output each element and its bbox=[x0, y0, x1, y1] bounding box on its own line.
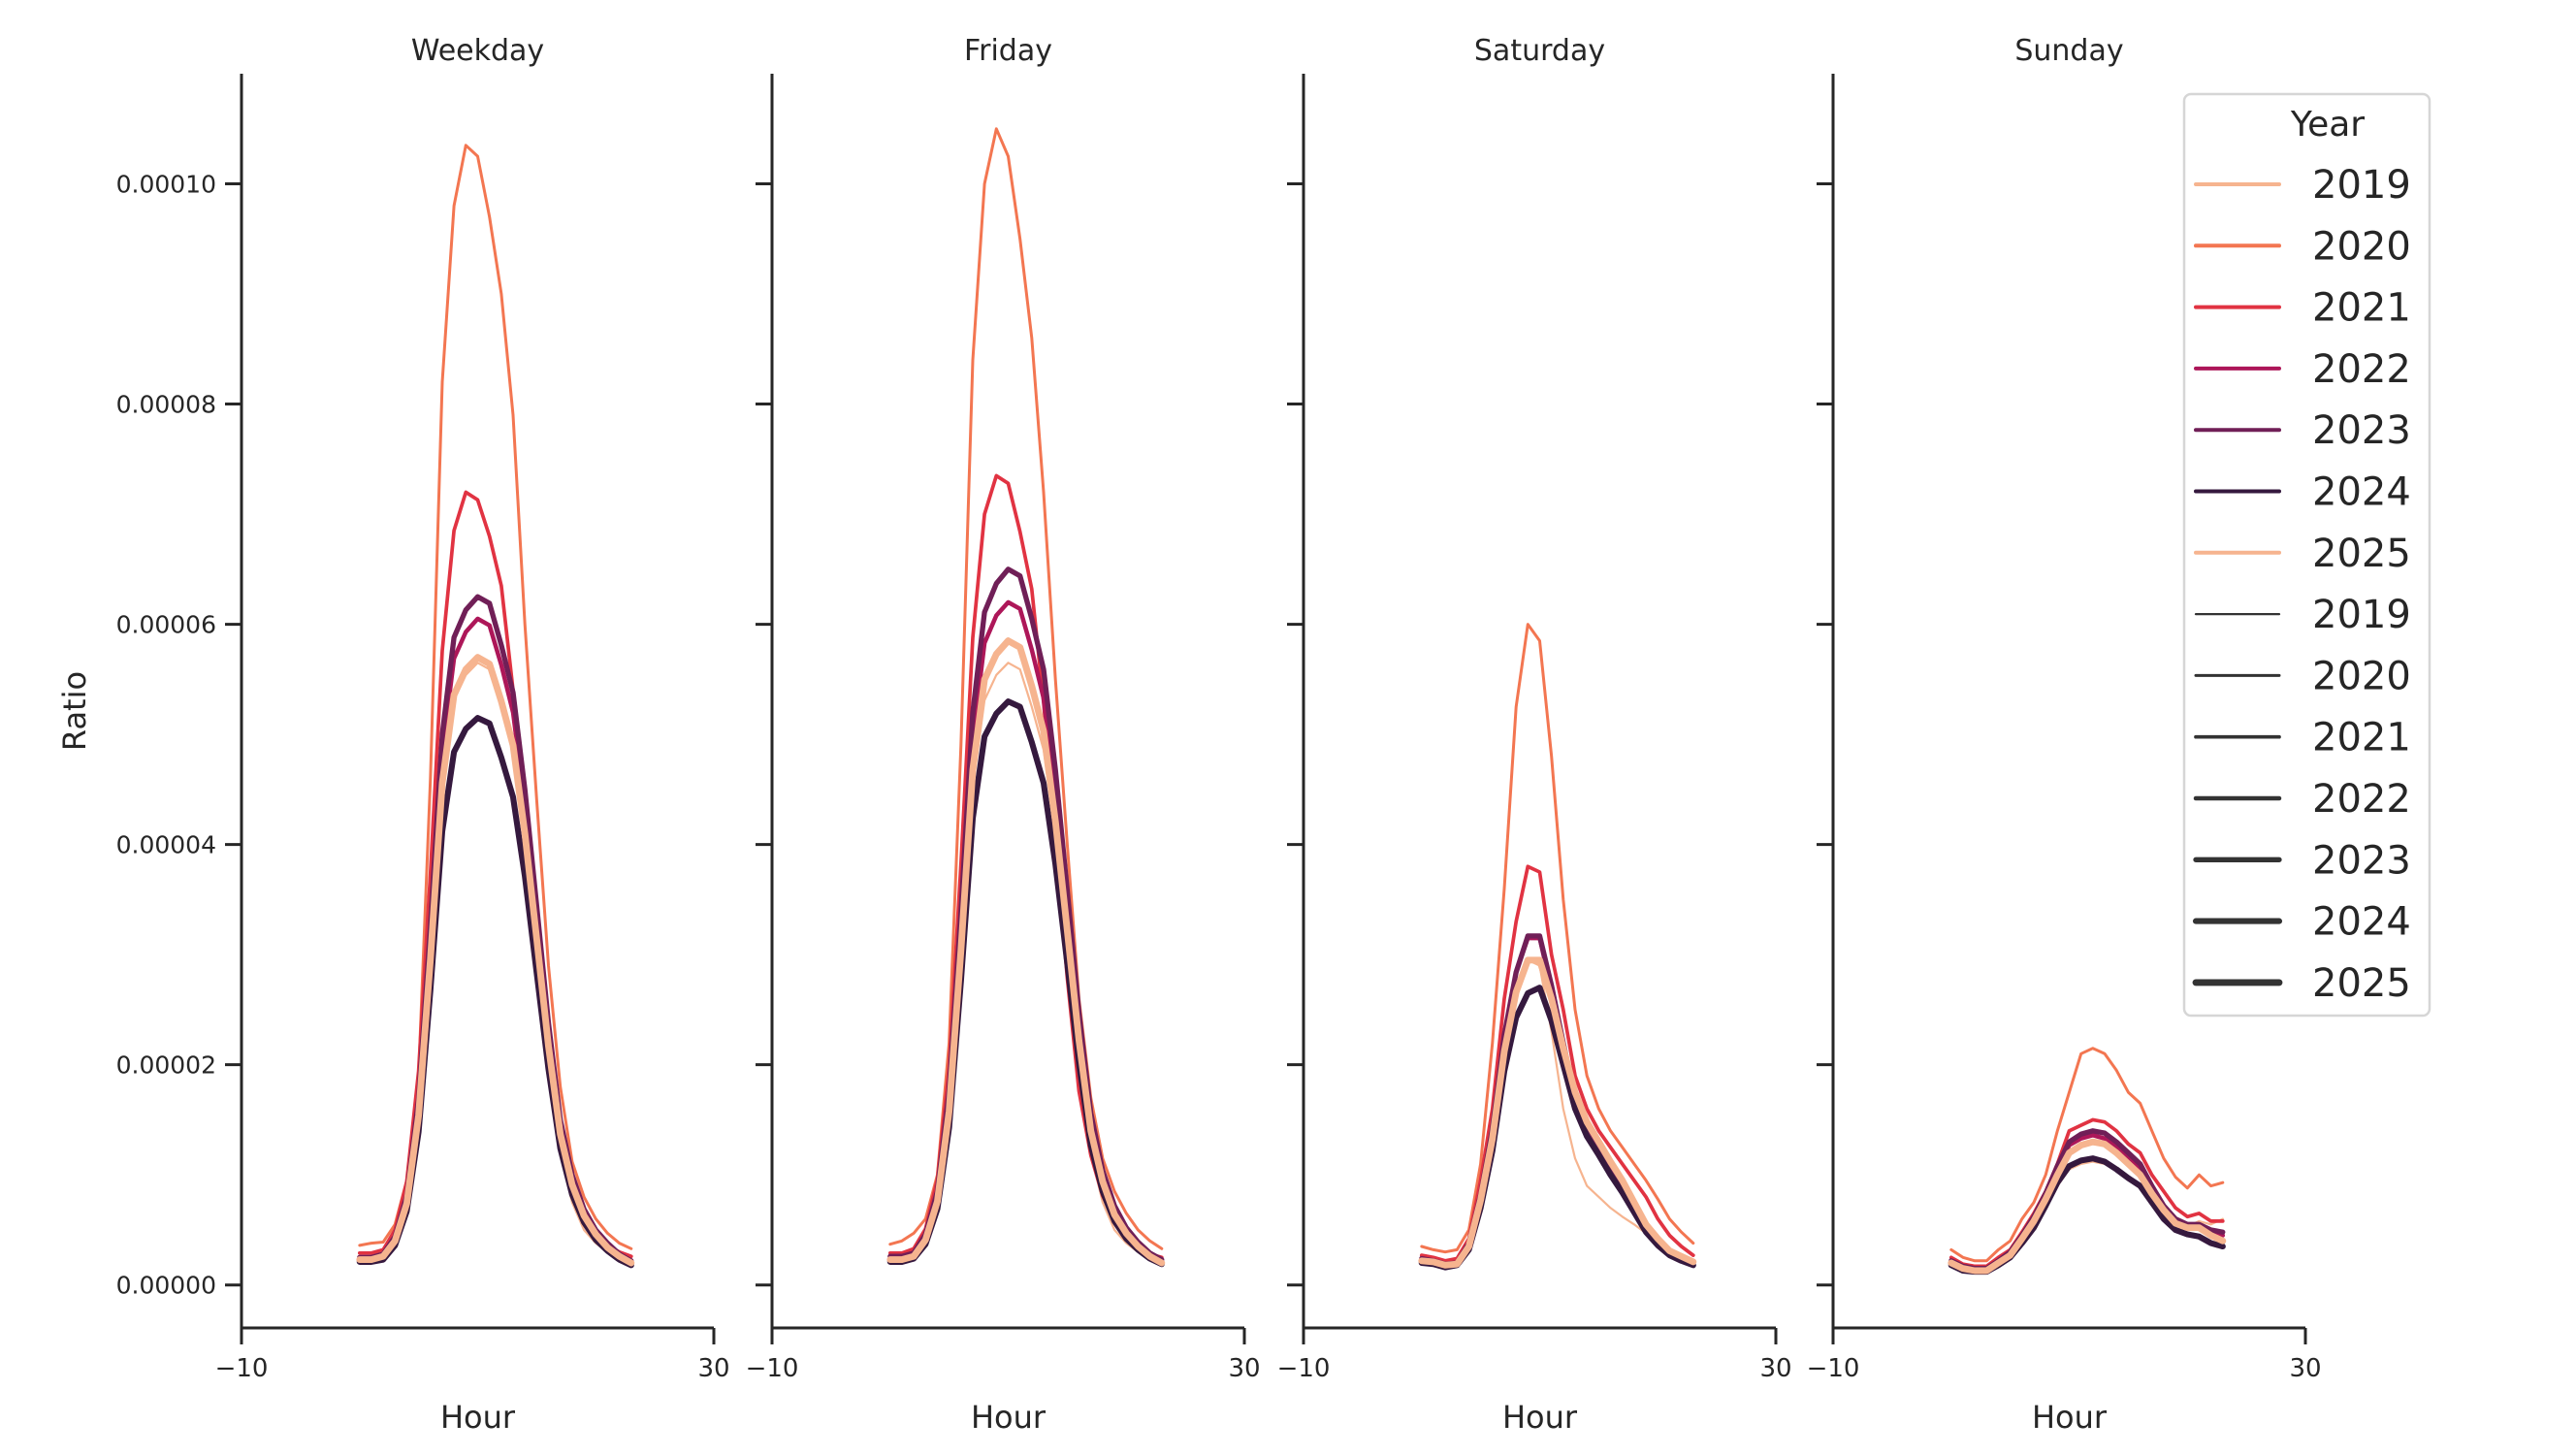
legend-item: 2023 bbox=[2194, 408, 2411, 453]
legend-frame bbox=[2182, 92, 2431, 1018]
series-line-2024 bbox=[356, 715, 634, 1269]
legend-label: 2024 bbox=[2312, 900, 2411, 945]
y-tick-label: 0.00004 bbox=[116, 831, 216, 859]
legend-item: 2021 bbox=[2194, 286, 2411, 331]
legend: Year 2019 2020 2021 2022 2023 2024 2025 2019 2020… bbox=[2182, 92, 2431, 1018]
legend-label: 2024 bbox=[2312, 470, 2411, 515]
legend-title: Year bbox=[2290, 105, 2365, 145]
series-line-2023 bbox=[1948, 1128, 2226, 1272]
series-line-2020 bbox=[358, 144, 633, 1250]
legend-item: 2021 bbox=[2194, 716, 2411, 760]
series-line-2020 bbox=[1420, 623, 1695, 1254]
legend-label: 2025 bbox=[2312, 961, 2411, 1006]
legend-label: 2021 bbox=[2312, 716, 2411, 760]
legend-label: 2023 bbox=[2312, 838, 2411, 883]
x-tick-label: 30 bbox=[1759, 1354, 1791, 1383]
legend-item: 2019 bbox=[2194, 163, 2411, 208]
panel-sunday: Sunday −10 30 Hour bbox=[1807, 34, 2322, 1436]
series-line-2020 bbox=[1949, 1047, 2225, 1263]
y-tick-label: 0.00002 bbox=[116, 1051, 216, 1080]
legend-item: 2025 bbox=[2192, 961, 2411, 1006]
legend-item: 2020 bbox=[2194, 224, 2411, 269]
series-line-2025 bbox=[356, 654, 635, 1267]
x-tick-label: −10 bbox=[1277, 1354, 1331, 1383]
series-line-2023 bbox=[357, 594, 634, 1264]
series-line-2024 bbox=[886, 698, 1165, 1268]
x-tick-label: −10 bbox=[746, 1354, 799, 1383]
series-line-2022 bbox=[357, 616, 634, 1265]
series-line-2021 bbox=[1948, 1117, 2225, 1269]
panel-friday: Friday −10 30 Hour bbox=[746, 34, 1261, 1436]
legend-item: 2022 bbox=[2194, 347, 2411, 392]
legend-label: 2022 bbox=[2312, 777, 2411, 822]
legend-label: 2021 bbox=[2312, 286, 2411, 331]
series-line-2025 bbox=[1948, 1138, 2227, 1275]
x-tick-label: −10 bbox=[1807, 1354, 1860, 1383]
series-line-2025 bbox=[1418, 956, 1697, 1269]
panel-title: Sunday bbox=[2014, 34, 2123, 68]
legend-item: 2024 bbox=[2192, 900, 2411, 945]
legend-item: 2020 bbox=[2194, 654, 2411, 698]
legend-item: 2025 bbox=[2194, 532, 2411, 576]
panel-saturday: Saturday −10 30 Hour bbox=[1277, 34, 1792, 1436]
y-tick-label: 0.00006 bbox=[116, 611, 216, 639]
legend-item: 2019 bbox=[2194, 593, 2411, 637]
panel-weekday: Weekday 0.00000 0.00002 0.00004 0.00006 0.000… bbox=[116, 34, 730, 1436]
legend-item: 2022 bbox=[2193, 777, 2411, 822]
x-tick-label: 30 bbox=[1228, 1354, 1260, 1383]
series-line-2019 bbox=[358, 662, 632, 1265]
series-line-2019 bbox=[888, 662, 1163, 1265]
legend-label: 2020 bbox=[2312, 224, 2411, 269]
legend-item: 2023 bbox=[2193, 838, 2411, 883]
series-line-2025 bbox=[886, 637, 1166, 1267]
x-axis-label: Hour bbox=[440, 1399, 516, 1436]
x-axis-label: Hour bbox=[2032, 1399, 2108, 1436]
y-axis-label: Ratio bbox=[56, 671, 93, 751]
x-tick-label: −10 bbox=[215, 1354, 269, 1383]
x-axis-label: Hour bbox=[1502, 1399, 1578, 1436]
legend-label: 2020 bbox=[2312, 654, 2411, 698]
legend-item: 2024 bbox=[2194, 470, 2411, 515]
series-line-2022 bbox=[1948, 1133, 2226, 1273]
panel-title: Weekday bbox=[411, 34, 544, 68]
legend-label: 2025 bbox=[2312, 532, 2411, 576]
y-tick-label: 0.00008 bbox=[116, 391, 216, 419]
y-tick-label: 0.00010 bbox=[116, 171, 216, 199]
legend-label: 2023 bbox=[2312, 408, 2411, 453]
series-line-2021 bbox=[357, 490, 633, 1259]
x-tick-label: 30 bbox=[697, 1354, 729, 1383]
legend-label: 2019 bbox=[2312, 163, 2411, 208]
series-line-2022 bbox=[887, 599, 1165, 1264]
x-tick-label: 30 bbox=[2289, 1354, 2321, 1383]
y-tick-label: 0.00000 bbox=[116, 1272, 216, 1300]
legend-label: 2019 bbox=[2312, 593, 2411, 637]
panel-title: Friday bbox=[964, 34, 1052, 68]
panel-title: Saturday bbox=[1474, 34, 1605, 68]
legend-label: 2022 bbox=[2312, 347, 2411, 392]
x-axis-label: Hour bbox=[971, 1399, 1046, 1436]
